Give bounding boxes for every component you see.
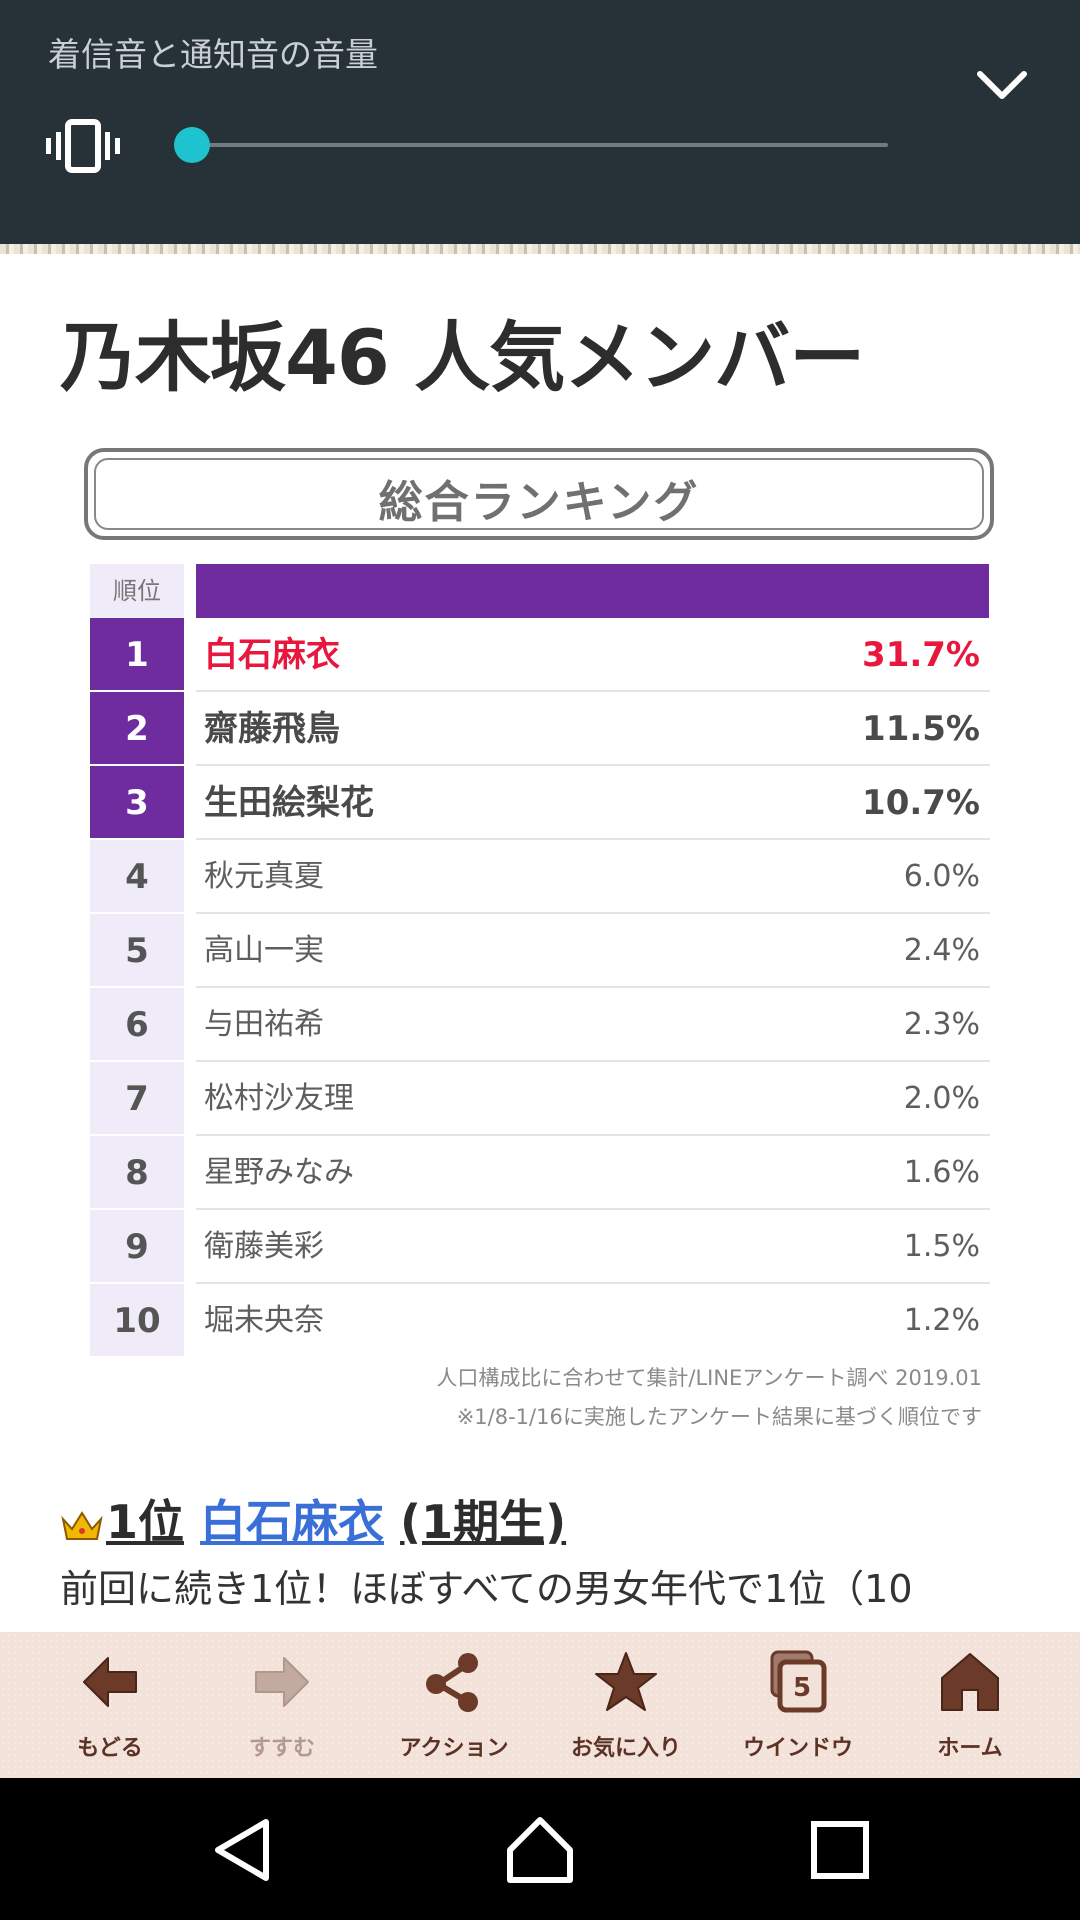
member-name: 松村沙友理 <box>204 1081 354 1116</box>
table-row: 9 衛藤美彩 1.5% <box>90 1210 990 1284</box>
back-arrow-icon <box>83 1657 137 1707</box>
nav-recents-icon[interactable] <box>804 1814 876 1886</box>
windows-label: ウインドウ <box>742 1736 853 1761</box>
volume-panel: 着信音と通知音の音量 <box>0 0 1080 244</box>
member-name: 秋元真夏 <box>204 859 324 894</box>
member-name: 高山一実 <box>204 933 324 968</box>
vote-percent: 2.3% <box>903 1007 980 1042</box>
section-heading: 1位 白石麻衣 (1期生) <box>60 1486 566 1552</box>
rank-number: 2 <box>90 692 184 766</box>
page-title: 乃木坂46 人気メンバー <box>60 313 865 402</box>
table-row: 7 松村沙友理 2.0% <box>90 1062 990 1136</box>
survey-period-note: ※1/8-1/16に実施したアンケート結果に基づく順位です <box>456 1405 982 1429</box>
survey-source-note: 人口構成比に合わせて集計/LINEアンケート調べ 2019.01 <box>436 1366 982 1390</box>
ranking-header: 順位 <box>90 564 990 618</box>
vote-percent: 31.7% <box>862 635 980 675</box>
home-label: ホーム <box>937 1736 1003 1761</box>
home-button[interactable]: ホーム <box>895 1632 1045 1778</box>
action-label: アクション <box>399 1736 509 1761</box>
back-button[interactable]: もどる <box>35 1632 185 1778</box>
volume-slider-track[interactable] <box>192 143 888 147</box>
rank-number: 7 <box>90 1062 184 1136</box>
rank-column-header: 順位 <box>90 564 184 618</box>
vote-percent: 1.6% <box>903 1155 980 1190</box>
member-generation: (1期生) <box>400 1495 567 1549</box>
rank-number: 5 <box>90 914 184 988</box>
nav-home-icon[interactable] <box>504 1814 576 1886</box>
crown-icon <box>61 1510 103 1540</box>
vote-percent: 1.5% <box>903 1229 980 1264</box>
vote-percent: 2.4% <box>903 933 980 968</box>
favorites-button[interactable]: お気に入り <box>551 1632 701 1778</box>
ranking-banner: 総合ランキング <box>84 448 994 540</box>
share-icon <box>426 1653 478 1712</box>
table-row: 4 秋元真夏 6.0% <box>90 840 990 914</box>
rank-number: 10 <box>90 1284 184 1358</box>
table-row: 6 与田祐希 2.3% <box>90 988 990 1062</box>
rank-number: 9 <box>90 1210 184 1284</box>
member-name: 生田絵梨花 <box>204 783 374 823</box>
rank-number: 1 <box>90 618 184 692</box>
vote-percent: 2.0% <box>903 1081 980 1116</box>
chevron-down-icon[interactable] <box>974 68 1030 104</box>
volume-slider-thumb[interactable] <box>174 127 210 163</box>
vote-percent: 1.2% <box>903 1303 980 1338</box>
volume-title: 着信音と通知音の音量 <box>48 35 378 74</box>
browser-toolbar: もどる すすむ アクション お気に入り 5 ウインドウ <box>0 1632 1080 1778</box>
banner-text: 総合ランキング <box>378 477 700 528</box>
forward-button[interactable]: すすむ <box>207 1632 357 1778</box>
vote-percent: 10.7% <box>862 783 980 823</box>
member-name: 齋藤飛鳥 <box>204 709 340 749</box>
decorative-border <box>0 244 1080 254</box>
member-name: 星野みなみ <box>204 1155 354 1190</box>
table-row: 5 高山一実 2.4% <box>90 914 990 988</box>
windows-button[interactable]: 5 ウインドウ <box>723 1632 873 1778</box>
header-bar <box>196 564 989 618</box>
forward-arrow-icon <box>255 1657 309 1707</box>
favorites-label: お気に入り <box>570 1736 681 1761</box>
vote-percent: 6.0% <box>903 859 980 894</box>
member-name: 堀未央奈 <box>204 1303 324 1338</box>
table-row: 10 堀未央奈 1.2% <box>90 1284 990 1358</box>
star-icon <box>595 1652 657 1711</box>
rank-number: 6 <box>90 988 184 1062</box>
member-name-link[interactable]: 白石麻衣 <box>200 1495 385 1549</box>
table-row: 8 星野みなみ 1.6% <box>90 1136 990 1210</box>
table-row: 2 齋藤飛鳥 11.5% <box>90 692 990 766</box>
rank-number: 4 <box>90 840 184 914</box>
windows-icon: 5 <box>770 1650 827 1713</box>
home-icon <box>941 1653 999 1711</box>
action-button[interactable]: アクション <box>379 1632 529 1778</box>
article-body: 前回に続き1位！ほぼすべての男女年代で1位（10 <box>60 1567 913 1611</box>
system-nav-bar <box>0 1778 1080 1920</box>
member-name: 衛藤美彩 <box>204 1229 324 1264</box>
nav-back-icon[interactable] <box>206 1814 278 1886</box>
rank-number: 3 <box>90 766 184 840</box>
vote-percent: 11.5% <box>862 709 980 749</box>
window-count: 5 <box>793 1673 811 1703</box>
vibrate-icon[interactable] <box>46 118 120 174</box>
section-rank: 1位 <box>106 1495 185 1549</box>
member-name: 与田祐希 <box>204 1007 324 1042</box>
back-label: もどる <box>77 1736 143 1761</box>
forward-label: すすむ <box>248 1736 315 1761</box>
rank-number: 8 <box>90 1136 184 1210</box>
member-name: 白石麻衣 <box>204 635 340 675</box>
table-row: 1 白石麻衣 31.7% <box>90 618 990 692</box>
table-row: 3 生田絵梨花 10.7% <box>90 766 990 840</box>
